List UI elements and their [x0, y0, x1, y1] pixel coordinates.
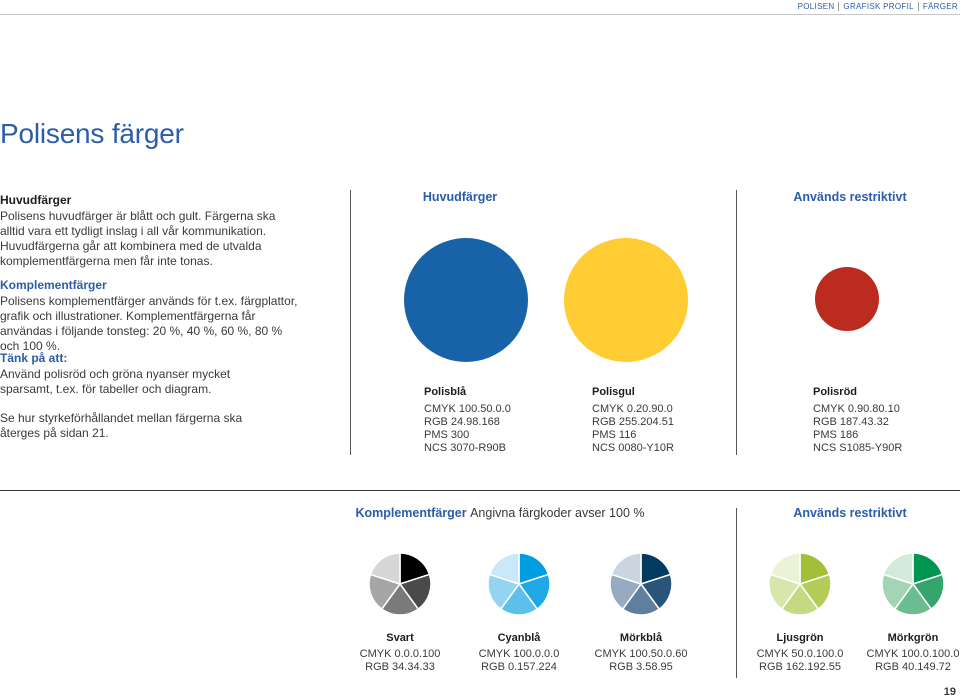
polisrod-spec: Polisröd CMYK 0.90.80.10 RGB 187.43.32 P… — [813, 386, 902, 455]
polisrod-rgb: RGB 187.43.32 — [813, 416, 889, 428]
polisbla-pms: PMS 300 — [424, 429, 470, 441]
morkbla-rgb: RGB 3.58.95 — [609, 661, 673, 673]
svart-name: Svart — [386, 632, 414, 644]
breadcrumb-separator — [838, 2, 840, 12]
cyanbla-name: Cyanblå — [497, 632, 541, 644]
cyanbla-spec: Cyanblå CMYK 100.0.0.0 RGB 0.157.224 — [464, 632, 574, 674]
cyanbla-rgb: RGB 0.157.224 — [481, 661, 557, 673]
tone-segment — [881, 573, 915, 611]
polisgul-spec: Polisgul CMYK 0.20.90.0 RGB 255.204.51 P… — [592, 386, 674, 455]
polisgul-name: Polisgul — [592, 386, 635, 398]
header-breadcrumb: POLISEN GRAFISK PROFIL FÄRGER — [797, 2, 958, 12]
comp-colors-text: Polisens komplementfärger används för t.… — [0, 294, 298, 353]
polisbla-spec: Polisblå CMYK 100.50.0.0 RGB 24.98.168 P… — [424, 386, 511, 455]
morkgron-spec: Mörkgrön CMYK 100.0.100.0 RGB 40.149.72 — [858, 632, 960, 674]
polisgul-rgb: RGB 255.204.51 — [592, 416, 674, 428]
restricted-label: Används restriktivt — [793, 190, 907, 204]
ljusgron-spec: Ljusgrön CMYK 50.0.100.0 RGB 162.192.55 — [745, 632, 855, 674]
polisgul-cmyk: CMYK 0.20.90.0 — [592, 403, 673, 415]
ljusgron-tone-pie — [768, 552, 832, 616]
main-colors-description: Huvudfärger Polisens huvudfärger är blåt… — [0, 193, 295, 269]
svart-rgb: RGB 34.34.33 — [365, 661, 435, 673]
comp-colors-label-note: Angivna färgkoder avser 100 % — [470, 506, 645, 520]
tone-segment — [769, 552, 801, 586]
comp-restricted-label: Används restriktivt — [793, 506, 907, 520]
morkbla-name: Mörkblå — [619, 632, 663, 644]
ljusgron-name: Ljusgrön — [776, 632, 824, 644]
tone-segment — [911, 573, 945, 611]
polisrod-pms: PMS 186 — [813, 429, 859, 441]
ljusgron-cmyk: CMYK 50.0.100.0 — [756, 648, 844, 660]
svart-spec: Svart CMYK 0.0.0.100 RGB 34.34.33 — [345, 632, 455, 674]
morkgron-rgb: RGB 40.149.72 — [875, 661, 951, 673]
polisbla-swatch — [404, 238, 528, 362]
ljusgron-rgb: RGB 162.192.55 — [759, 661, 841, 673]
main-colors-text: Polisens huvudfärger är blått och gult. … — [0, 209, 276, 268]
tone-segment — [639, 573, 673, 611]
polisbla-cmyk: CMYK 100.50.0.0 — [424, 403, 511, 415]
comp-colors-label-bold: Komplementfärger — [355, 506, 467, 520]
tone-segment — [488, 552, 520, 586]
breadcrumb-item-polisen[interactable]: POLISEN — [797, 2, 835, 11]
polisgul-pms: PMS 116 — [592, 429, 637, 441]
page-number: 19 — [943, 686, 956, 698]
tone-segment — [380, 582, 420, 616]
reference-text: Se hur styrkeförhållandet mellan färgern… — [0, 411, 243, 440]
polisbla-name: Polisblå — [424, 386, 467, 398]
header-divider — [0, 14, 960, 15]
morkbla-cmyk: CMYK 100.50.0.60 — [594, 648, 688, 660]
polisrod-swatch — [815, 267, 879, 331]
tone-segment — [621, 582, 661, 616]
morkgron-cmyk: CMYK 100.0.100.0 — [866, 648, 960, 660]
tone-segment — [398, 573, 432, 611]
main-colors-label: Huvudfärger — [422, 190, 498, 204]
tone-segment — [517, 573, 551, 611]
tone-segment — [893, 582, 933, 616]
polisbla-rgb: RGB 24.98.168 — [424, 416, 500, 428]
polisgul-swatch — [564, 238, 688, 362]
breadcrumb-item-grafisk-profil[interactable]: GRAFISK PROFIL — [843, 2, 914, 11]
comp-colors-description: Komplementfärger Polisens komplementfärg… — [0, 278, 300, 354]
tone-segment — [609, 573, 643, 611]
tone-segment — [368, 573, 402, 611]
comp-colors-heading: Komplementfärger — [0, 278, 107, 292]
reference-note: Se hur styrkeförhållandet mellan färgern… — [0, 410, 260, 441]
morkbla-tone-pie — [609, 552, 673, 616]
cyanbla-tone-pie — [487, 552, 551, 616]
svart-cmyk: CMYK 0.0.0.100 — [359, 648, 441, 660]
breadcrumb-separator — [917, 2, 919, 12]
tone-segment — [798, 573, 832, 611]
morkgron-name: Mörkgrön — [887, 632, 939, 644]
morkbla-spec: Mörkblå CMYK 100.50.0.60 RGB 3.58.95 — [586, 632, 696, 674]
tone-segment — [499, 582, 539, 616]
main-colors-heading: Huvudfärger — [0, 193, 72, 207]
polisbla-ncs: NCS 3070-R90B — [424, 442, 506, 454]
morkgron-tone-pie — [881, 552, 945, 616]
polisrod-ncs: NCS S1085-Y90R — [813, 442, 903, 454]
main-section-divider-right — [736, 190, 737, 455]
tone-segment — [882, 552, 914, 586]
breadcrumb-item-farger[interactable]: FÄRGER — [922, 2, 958, 11]
svart-tone-pie — [368, 552, 432, 616]
note-text: Använd polisröd och gröna nyanser mycket… — [0, 367, 231, 396]
polisrod-name: Polisröd — [813, 386, 858, 398]
cyanbla-cmyk: CMYK 100.0.0.0 — [478, 648, 560, 660]
comp-colors-label: Komplementfärger Angivna färgkoder avser… — [355, 506, 645, 520]
section-divider — [0, 490, 960, 491]
main-section-divider-left — [350, 190, 351, 455]
comp-section-divider — [736, 508, 737, 678]
polisgul-ncs: NCS 0080-Y10R — [592, 442, 674, 454]
tone-segment — [768, 573, 802, 611]
note-block: Tänk på att: Använd polisröd och gröna n… — [0, 351, 265, 397]
tone-segment — [610, 552, 642, 586]
polisrod-cmyk: CMYK 0.90.80.10 — [813, 403, 900, 415]
tone-segment — [780, 582, 820, 616]
tone-segment — [487, 573, 521, 611]
tone-segment — [369, 552, 401, 586]
note-heading: Tänk på att: — [0, 351, 68, 365]
page-title: Polisens färger — [0, 118, 184, 149]
